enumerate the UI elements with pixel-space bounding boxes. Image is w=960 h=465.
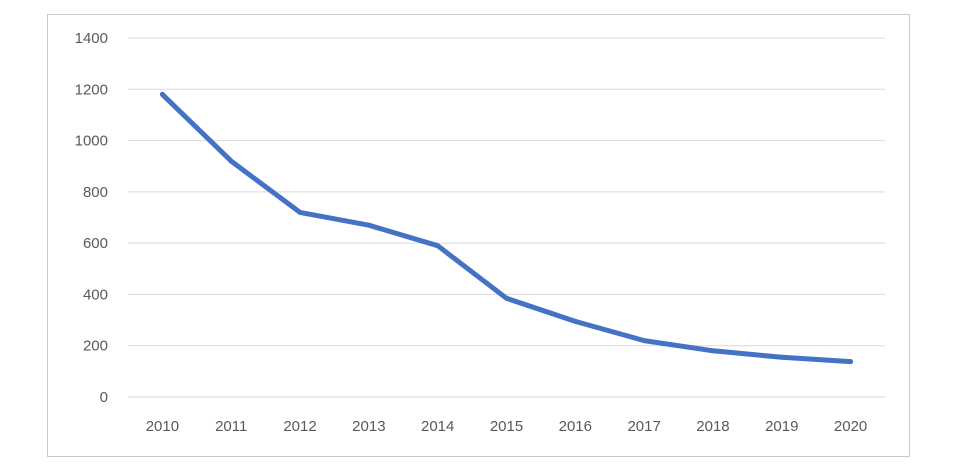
x-tick-label: 2010 — [146, 418, 179, 435]
data-point-2017 — [641, 338, 647, 344]
x-tick-label: 2019 — [765, 418, 798, 435]
data-point-2013 — [366, 222, 372, 228]
x-tick-label: 2013 — [352, 418, 385, 435]
data-point-2020 — [848, 359, 854, 365]
grid-lines — [128, 37, 885, 398]
y-tick-label: 1200 — [75, 81, 108, 98]
x-tick-label: 2015 — [490, 418, 523, 435]
x-tick-label: 2011 — [215, 418, 247, 435]
x-tick-label: 2018 — [696, 418, 729, 435]
data-point-2019 — [779, 354, 785, 360]
y-tick-label: 400 — [83, 286, 108, 303]
y-tick-label: 1400 — [75, 30, 108, 47]
x-tick-label: 2017 — [627, 418, 660, 435]
series-line-0 — [159, 91, 854, 365]
x-tick-label: 2020 — [834, 418, 867, 435]
data-point-2012 — [297, 209, 303, 215]
y-tick-label: 600 — [83, 235, 108, 252]
x-axis-tick-labels: 2010 2011 2012 2013 2014 2015 2016 2017 2018 2019… — [146, 418, 868, 435]
y-tick-label: 800 — [83, 184, 108, 201]
chart-frame — [47, 14, 910, 457]
data-point-2011 — [228, 158, 234, 164]
x-tick-label: 2014 — [421, 418, 454, 435]
series-group — [159, 91, 854, 365]
data-point-2014 — [435, 243, 441, 249]
x-tick-label: 2016 — [559, 418, 592, 435]
data-point-2010 — [159, 91, 165, 97]
data-point-2016 — [572, 318, 578, 324]
x-tick-label: 2012 — [283, 418, 316, 435]
y-tick-label: 200 — [83, 338, 108, 355]
y-axis-tick-labels: 0 200 400 600 800 1000 1200 1400 — [75, 30, 108, 406]
data-point-2015 — [504, 295, 509, 301]
y-tick-label: 1000 — [75, 133, 108, 150]
data-point-2018 — [710, 348, 716, 354]
y-tick-label: 0 — [100, 389, 108, 406]
